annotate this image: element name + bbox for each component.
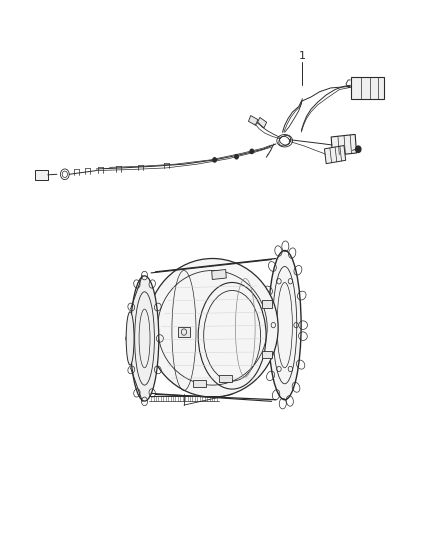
Ellipse shape	[126, 312, 134, 365]
Bar	[262, 351, 272, 358]
Bar	[212, 270, 226, 279]
Bar	[178, 327, 190, 337]
Text: 1: 1	[299, 51, 306, 61]
Bar	[193, 380, 206, 387]
Bar	[219, 375, 232, 382]
Bar	[35, 170, 48, 180]
Circle shape	[250, 149, 254, 154]
Bar	[257, 117, 267, 128]
Bar	[331, 134, 357, 156]
Circle shape	[235, 155, 238, 159]
Bar	[325, 146, 346, 164]
Ellipse shape	[147, 259, 278, 397]
Bar	[262, 300, 272, 308]
Circle shape	[356, 146, 361, 152]
Bar	[351, 77, 384, 99]
Ellipse shape	[130, 276, 159, 401]
Bar	[248, 116, 258, 125]
Circle shape	[213, 158, 216, 162]
Ellipse shape	[268, 251, 301, 400]
